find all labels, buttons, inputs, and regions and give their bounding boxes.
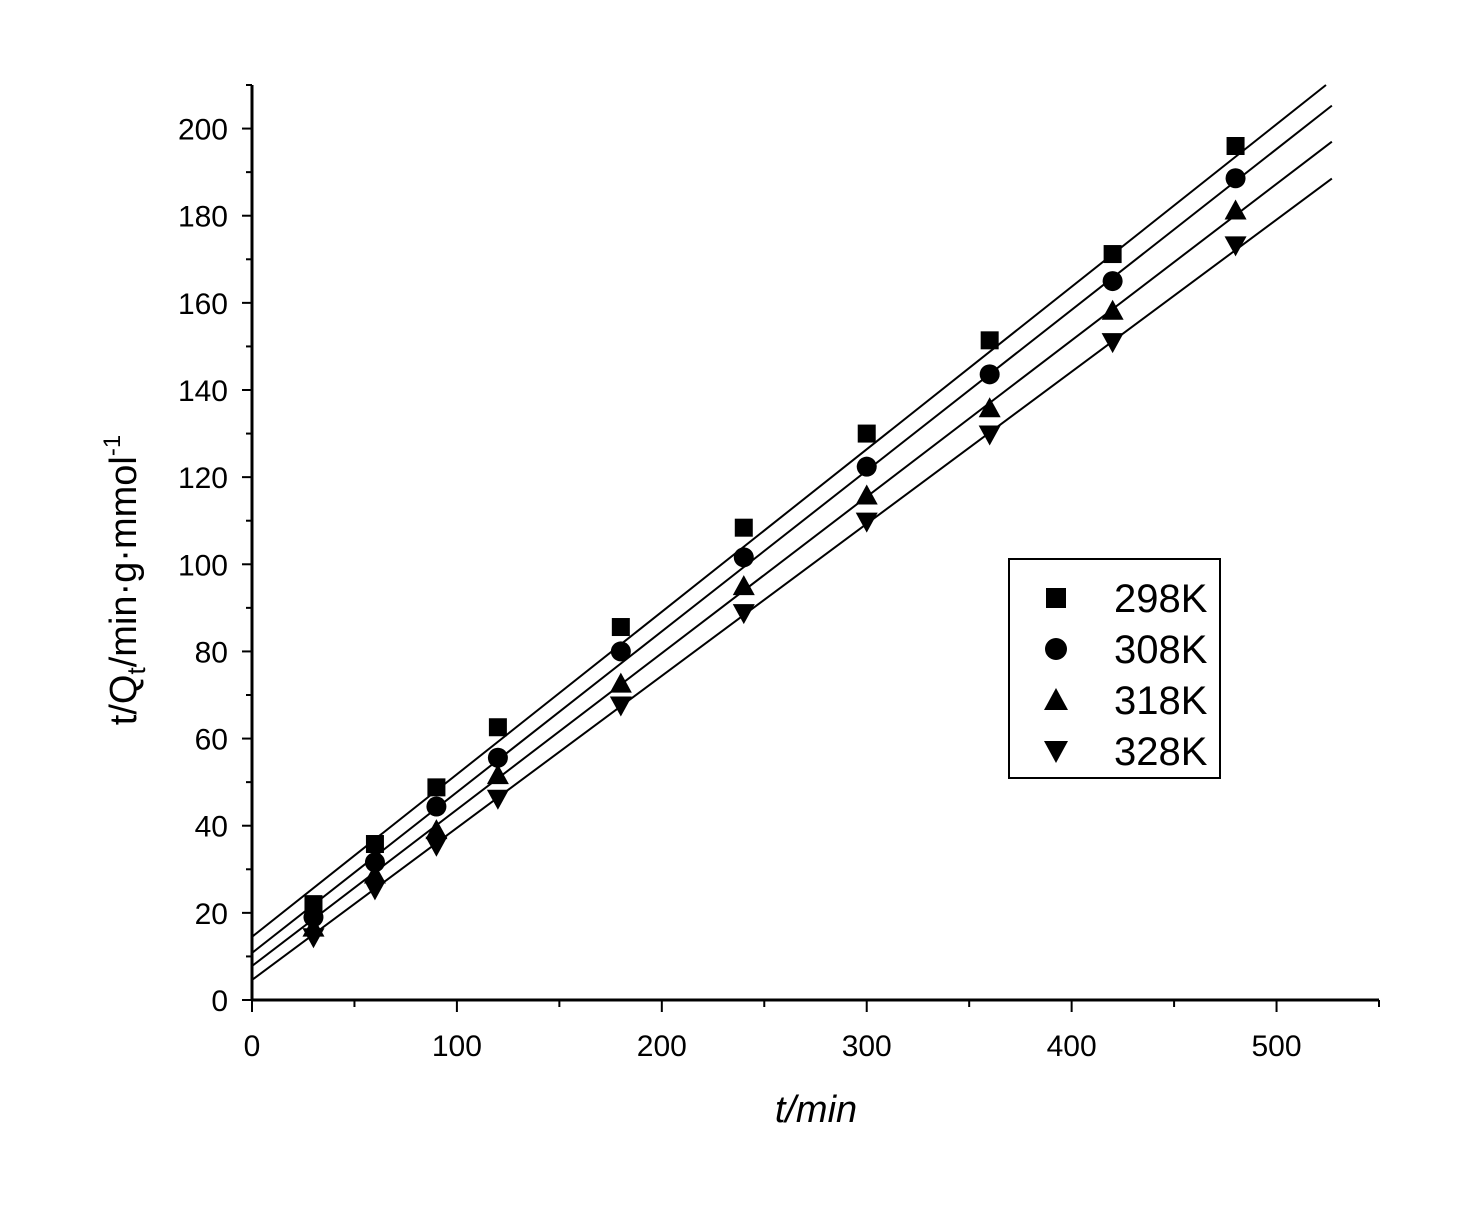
data-point-square — [1103, 245, 1122, 264]
data-point-triangle-down — [732, 604, 755, 625]
data-point-triangle-down — [486, 789, 509, 810]
data-point-triangle-down — [425, 836, 448, 857]
data-point-triangle-up — [486, 764, 509, 785]
y-axis-title-main: t/Q — [103, 675, 145, 726]
data-point-square — [980, 331, 999, 350]
y-axis-title: t/Qt/min·g·mmol-1 — [99, 435, 151, 725]
data-point-triangle-up — [425, 819, 448, 840]
y-axis-title-sub: t — [121, 667, 151, 675]
data-point-triangle-down — [855, 512, 878, 533]
x-tick-label: 300 — [842, 1030, 892, 1063]
data-point-circle — [733, 547, 754, 568]
data-point-circle — [856, 456, 877, 477]
data-point-circle — [610, 641, 631, 662]
data-point-triangle-down — [302, 928, 325, 949]
data-point-square — [365, 835, 384, 854]
fit-line — [251, 140, 1333, 967]
data-markers — [302, 137, 1247, 949]
data-point-triangle-down — [1101, 333, 1124, 354]
legend-label: 328K — [1114, 730, 1208, 774]
legend: 298K 308K 318K 328K — [1008, 558, 1221, 779]
y-tick-label: 140 — [178, 375, 228, 408]
legend-box — [1008, 558, 1221, 779]
data-point-circle — [364, 852, 385, 873]
x-axis-title: t/min — [775, 1089, 857, 1131]
data-point-circle — [1102, 271, 1123, 292]
data-point-triangle-down — [609, 696, 632, 717]
data-point-circle — [426, 796, 447, 817]
axes: 0 20 40 60 80 100 120 140 160 180 200 0 100 200 300 400… — [178, 84, 1380, 1063]
fit-line — [251, 104, 1333, 954]
y-tick-label: 80 — [195, 636, 228, 669]
data-point-circle — [979, 364, 1000, 385]
x-tick-label: 100 — [432, 1030, 482, 1063]
x-tick-label: 0 — [244, 1030, 261, 1063]
y-tick-label: 40 — [195, 811, 228, 844]
x-tick-label: 400 — [1047, 1030, 1097, 1063]
y-tick-label: 200 — [178, 114, 228, 147]
y-tick-label: 20 — [195, 898, 228, 931]
data-point-circle — [1225, 168, 1246, 189]
data-point-triangle-up — [1224, 199, 1247, 220]
data-point-triangle-down — [1044, 741, 1068, 763]
data-point-square — [1226, 137, 1245, 155]
y-tick-label: 0 — [211, 985, 228, 1018]
y-tick-label: 100 — [178, 549, 228, 582]
legend-label: 298K — [1114, 577, 1208, 621]
data-point-triangle-up — [363, 863, 386, 884]
y-tick-label: 160 — [178, 288, 228, 321]
data-point-square — [734, 518, 753, 537]
y-tick-label: 180 — [178, 201, 228, 234]
y-tick-label: 60 — [195, 724, 228, 757]
data-point-triangle-down — [978, 425, 1001, 446]
data-point-triangle-down — [1224, 236, 1247, 257]
y-axis-title-rest: /min·g·mmol — [103, 456, 145, 667]
data-point-square — [857, 424, 876, 443]
x-tick-label: 500 — [1252, 1030, 1302, 1063]
data-point-circle — [1045, 638, 1067, 660]
fit-line — [251, 84, 1327, 938]
data-point-square — [427, 778, 446, 797]
x-tick-label: 200 — [637, 1030, 687, 1063]
fit-lines — [251, 84, 1333, 981]
data-point-triangle-down — [363, 880, 386, 901]
data-point-triangle-up — [978, 397, 1001, 418]
data-point-square — [488, 718, 507, 737]
data-point-circle — [487, 747, 508, 768]
data-point-triangle-up — [609, 672, 632, 693]
data-point-square — [611, 618, 630, 637]
data-point-triangle-up — [855, 484, 878, 505]
y-tick-label: 120 — [178, 462, 228, 495]
y-axis-title-sup: -1 — [99, 435, 126, 456]
data-point-triangle-up — [1044, 688, 1068, 710]
data-point-triangle-up — [1101, 299, 1124, 320]
data-point-triangle-up — [732, 575, 755, 596]
data-point-square — [1046, 588, 1066, 608]
legend-label: 308K — [1114, 628, 1208, 672]
legend-label: 318K — [1114, 679, 1208, 723]
